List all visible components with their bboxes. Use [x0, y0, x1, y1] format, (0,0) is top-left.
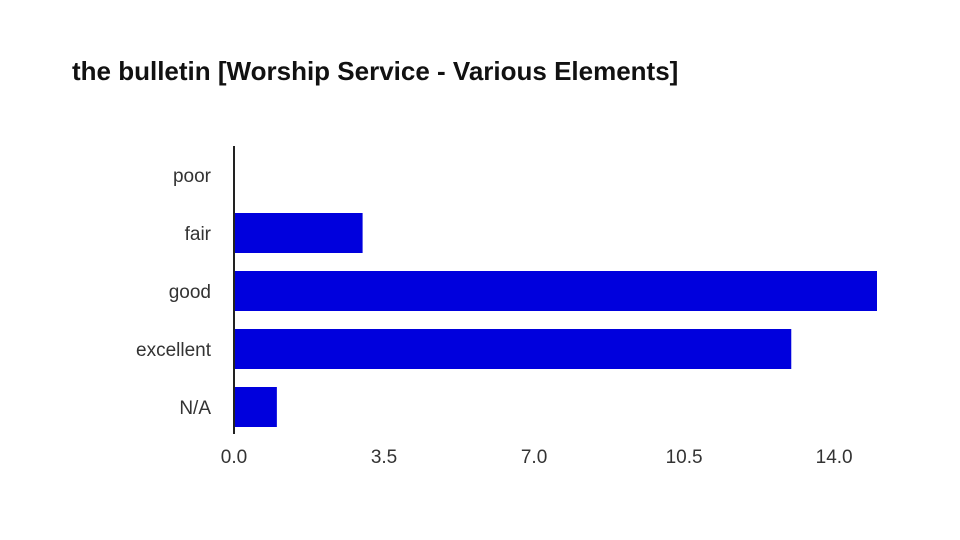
category-label: excellent [136, 340, 212, 361]
bar-good [234, 271, 877, 311]
x-tick-label: 14.0 [816, 447, 853, 468]
x-tick-labels: 0.0 3.5 7.0 10.5 14.0 [221, 447, 853, 468]
bars-group [234, 213, 877, 427]
category-labels: poor fair good excellent N/A [136, 166, 212, 419]
x-tick-label: 7.0 [521, 447, 547, 468]
x-tick-label: 10.5 [666, 447, 703, 468]
category-label: N/A [179, 398, 211, 419]
x-tick-label: 3.5 [371, 447, 397, 468]
bar-fair [234, 213, 363, 253]
category-label: fair [185, 224, 212, 245]
x-tick-label: 0.0 [221, 447, 247, 468]
category-label: good [169, 282, 211, 303]
chart-title: the bulletin [Worship Service - Various … [72, 56, 679, 86]
bar-excellent [234, 329, 792, 369]
bar-n-a [234, 387, 277, 427]
category-label: poor [173, 166, 212, 187]
